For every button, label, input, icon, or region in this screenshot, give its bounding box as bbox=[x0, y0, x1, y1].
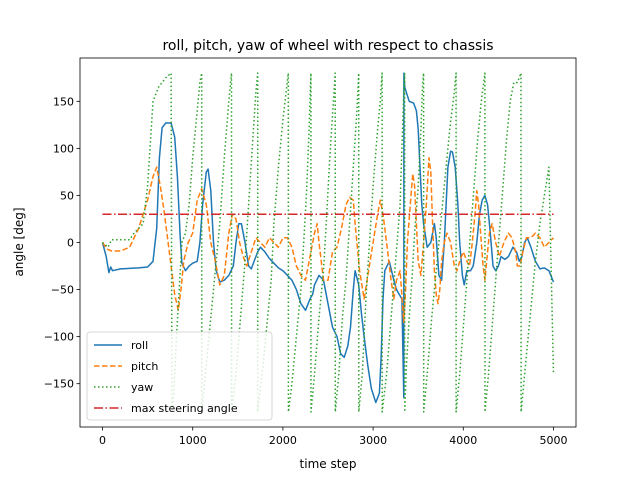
x-tick-label: 1000 bbox=[179, 434, 207, 447]
y-tick-label: 50 bbox=[60, 189, 74, 202]
series-line-pitch bbox=[101, 157, 555, 324]
x-tick-label: 5000 bbox=[539, 434, 567, 447]
x-tick-label: 4000 bbox=[449, 434, 477, 447]
legend-label-pitch: pitch bbox=[131, 360, 158, 373]
legend-label-yaw: yaw bbox=[131, 381, 153, 394]
x-tick-label: 0 bbox=[99, 434, 106, 447]
x-axis-ticks: 0 1000 2000 3000 4000 5000 bbox=[99, 427, 567, 447]
chart-title: roll, pitch, yaw of wheel with respect t… bbox=[162, 38, 493, 54]
y-tick-label: −50 bbox=[51, 284, 74, 297]
x-tick-label: 2000 bbox=[269, 434, 297, 447]
x-axis-label: time step bbox=[300, 457, 357, 471]
y-axis-ticks: −150 −100 −50 0 50 100 150 bbox=[44, 95, 80, 391]
x-tick-label: 3000 bbox=[359, 434, 387, 447]
legend-box bbox=[86, 331, 273, 421]
y-tick-label: −150 bbox=[44, 378, 74, 391]
series-line-roll bbox=[101, 72, 555, 404]
series-layer bbox=[101, 72, 555, 413]
y-axis-label: angle [deg] bbox=[12, 207, 26, 276]
legend: roll pitch yaw max steering angle bbox=[86, 331, 273, 421]
legend-label-max-steering-angle: max steering angle bbox=[131, 402, 238, 415]
y-tick-label: 0 bbox=[67, 237, 74, 250]
y-tick-label: 100 bbox=[53, 142, 74, 155]
y-tick-label: −100 bbox=[44, 331, 74, 344]
y-tick-label: 150 bbox=[53, 95, 74, 108]
legend-label-roll: roll bbox=[131, 339, 148, 352]
